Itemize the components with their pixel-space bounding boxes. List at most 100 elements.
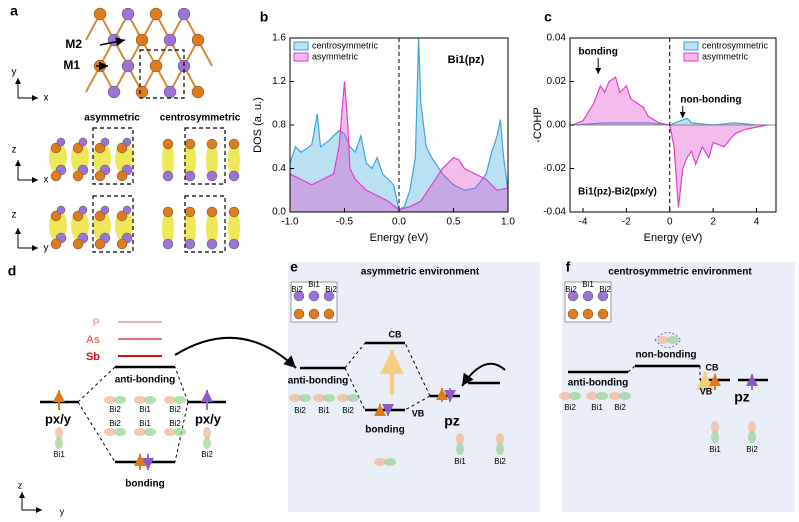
- atom: [228, 138, 240, 150]
- label: Bi2: [201, 450, 213, 459]
- atom: [597, 308, 609, 320]
- orbital: [569, 392, 581, 400]
- y-tick-label: 1.6: [272, 33, 286, 44]
- atom: [228, 170, 240, 182]
- atom: [116, 170, 128, 182]
- label: pz: [444, 413, 460, 429]
- label: centrosymmetric: [160, 113, 241, 124]
- atom: [184, 170, 196, 182]
- label: px/y: [195, 411, 222, 426]
- area-line: [572, 117, 768, 126]
- panel-letter: e: [290, 259, 298, 275]
- atom: [50, 170, 62, 182]
- label: bonding: [365, 425, 404, 436]
- orbital: [164, 428, 176, 436]
- label: Bi2: [564, 403, 576, 412]
- annotation: Bi1(pz): [448, 54, 485, 66]
- atom: [162, 206, 174, 218]
- orbital: [144, 396, 156, 404]
- label: asymmetric: [84, 113, 140, 124]
- y-axis-label: DOS (a. u.): [252, 97, 264, 153]
- panel-letter: a: [10, 3, 18, 19]
- y-tick-label: -0.04: [543, 207, 566, 218]
- panel-letter: b: [260, 9, 269, 25]
- atom: [56, 205, 66, 215]
- atom: [93, 7, 107, 21]
- label: Bi2: [109, 419, 121, 428]
- label: z: [12, 145, 17, 156]
- orbital: [114, 396, 126, 404]
- atom: [107, 85, 121, 99]
- label: Bi2: [565, 285, 577, 294]
- legend-label: centrosymmetric: [312, 40, 379, 50]
- connector: [404, 342, 431, 397]
- atom: [308, 290, 320, 302]
- orbital: [162, 210, 174, 246]
- orbital: [184, 210, 196, 246]
- connector: [404, 395, 431, 411]
- atom: [78, 137, 88, 147]
- y-tick-label: 0.04: [547, 33, 567, 44]
- orbital: [203, 427, 211, 439]
- orbital: [559, 392, 571, 400]
- orbital: [174, 396, 186, 404]
- atom: [206, 206, 218, 218]
- area-line: [289, 37, 509, 211]
- label: z: [12, 210, 17, 221]
- atom: [72, 238, 84, 250]
- x-axis-label: Energy (eV): [370, 232, 429, 244]
- label: Bi1: [139, 419, 151, 428]
- y-tick-label: 0.4: [272, 163, 286, 174]
- atom: [323, 290, 335, 302]
- annotation: Bi1(pz)-Bi2(px/y): [578, 187, 657, 198]
- label: Sb: [86, 351, 100, 363]
- orbital: [313, 394, 325, 402]
- label: As: [86, 334, 100, 346]
- atom: [50, 210, 62, 222]
- atom: [116, 210, 128, 222]
- label: z: [18, 480, 23, 490]
- label: CB: [706, 362, 719, 372]
- panel-title: centrosymmetric environment: [608, 267, 752, 278]
- area-fill: [290, 38, 508, 212]
- label: Bi2: [342, 406, 354, 415]
- label: Bi1: [709, 445, 721, 454]
- atom: [94, 238, 106, 250]
- label: Bi2: [494, 457, 506, 466]
- atom: [149, 7, 163, 21]
- orbital: [337, 394, 349, 402]
- atom: [50, 238, 62, 250]
- connector: [344, 342, 366, 369]
- atom: [582, 290, 594, 302]
- atom: [100, 137, 110, 147]
- atom: [177, 7, 191, 21]
- label: x: [44, 93, 49, 104]
- dashed-box: [184, 127, 226, 185]
- legend-label: centrosymmetric: [702, 40, 769, 50]
- label: anti-bonding: [568, 378, 629, 389]
- label: Bi2: [169, 419, 181, 428]
- label: non-bonding: [635, 350, 696, 361]
- atom: [206, 138, 218, 150]
- dashed-box: [139, 49, 185, 99]
- transfer-arrow: [174, 336, 297, 369]
- label: VB: [412, 408, 425, 418]
- legend-label: asymmetric: [702, 51, 749, 61]
- orbital: [134, 396, 146, 404]
- x-axis-label: Energy (eV): [644, 232, 703, 244]
- orbital: [289, 394, 301, 402]
- x-tick-label: -1.0: [281, 217, 299, 228]
- orbital: [55, 427, 63, 439]
- orbital: [609, 392, 621, 400]
- atom: [56, 137, 66, 147]
- panel-letter: d: [8, 263, 17, 279]
- orbital: [114, 428, 126, 436]
- label: Bi1: [582, 280, 594, 289]
- orbital: [619, 392, 631, 400]
- panel-title: asymmetric environment: [361, 267, 480, 278]
- atom: [78, 205, 88, 215]
- orbital: [184, 142, 196, 178]
- label: Bi2: [294, 406, 306, 415]
- legend-swatch: [293, 41, 309, 51]
